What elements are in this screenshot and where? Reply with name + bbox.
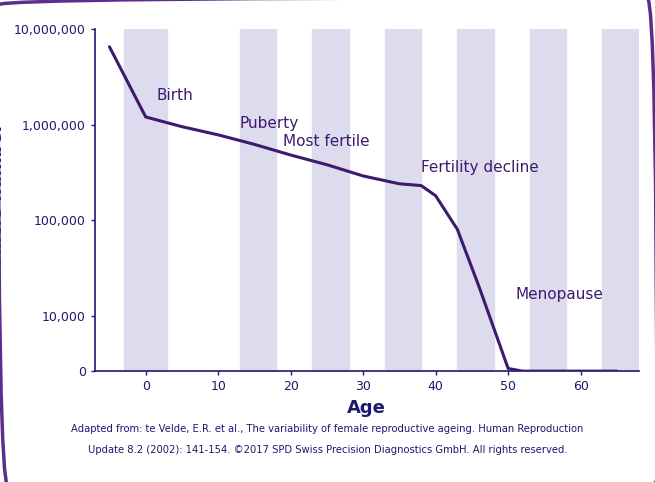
Text: Fertility decline: Fertility decline — [421, 160, 539, 175]
Bar — [312, 29, 348, 371]
Text: Update 8.2 (2002): 141-154. ©2017 SPD Swiss Precision Diagnostics GmbH. All righ: Update 8.2 (2002): 141-154. ©2017 SPD Sw… — [88, 445, 567, 455]
Text: Adapted from: te Velde, E.R. et al., The variability of female reproductive agei: Adapted from: te Velde, E.R. et al., The… — [71, 424, 584, 434]
Bar — [385, 29, 421, 371]
Bar — [124, 29, 168, 371]
Text: Birth: Birth — [157, 88, 193, 103]
Text: Most fertile: Most fertile — [284, 134, 370, 148]
Y-axis label: Follicle number: Follicle number — [0, 122, 6, 278]
X-axis label: Age: Age — [347, 399, 386, 417]
Text: Puberty: Puberty — [240, 116, 299, 131]
Bar — [457, 29, 494, 371]
Bar — [603, 29, 639, 371]
Bar — [240, 29, 276, 371]
Bar — [530, 29, 566, 371]
Text: Menopause: Menopause — [515, 287, 603, 302]
